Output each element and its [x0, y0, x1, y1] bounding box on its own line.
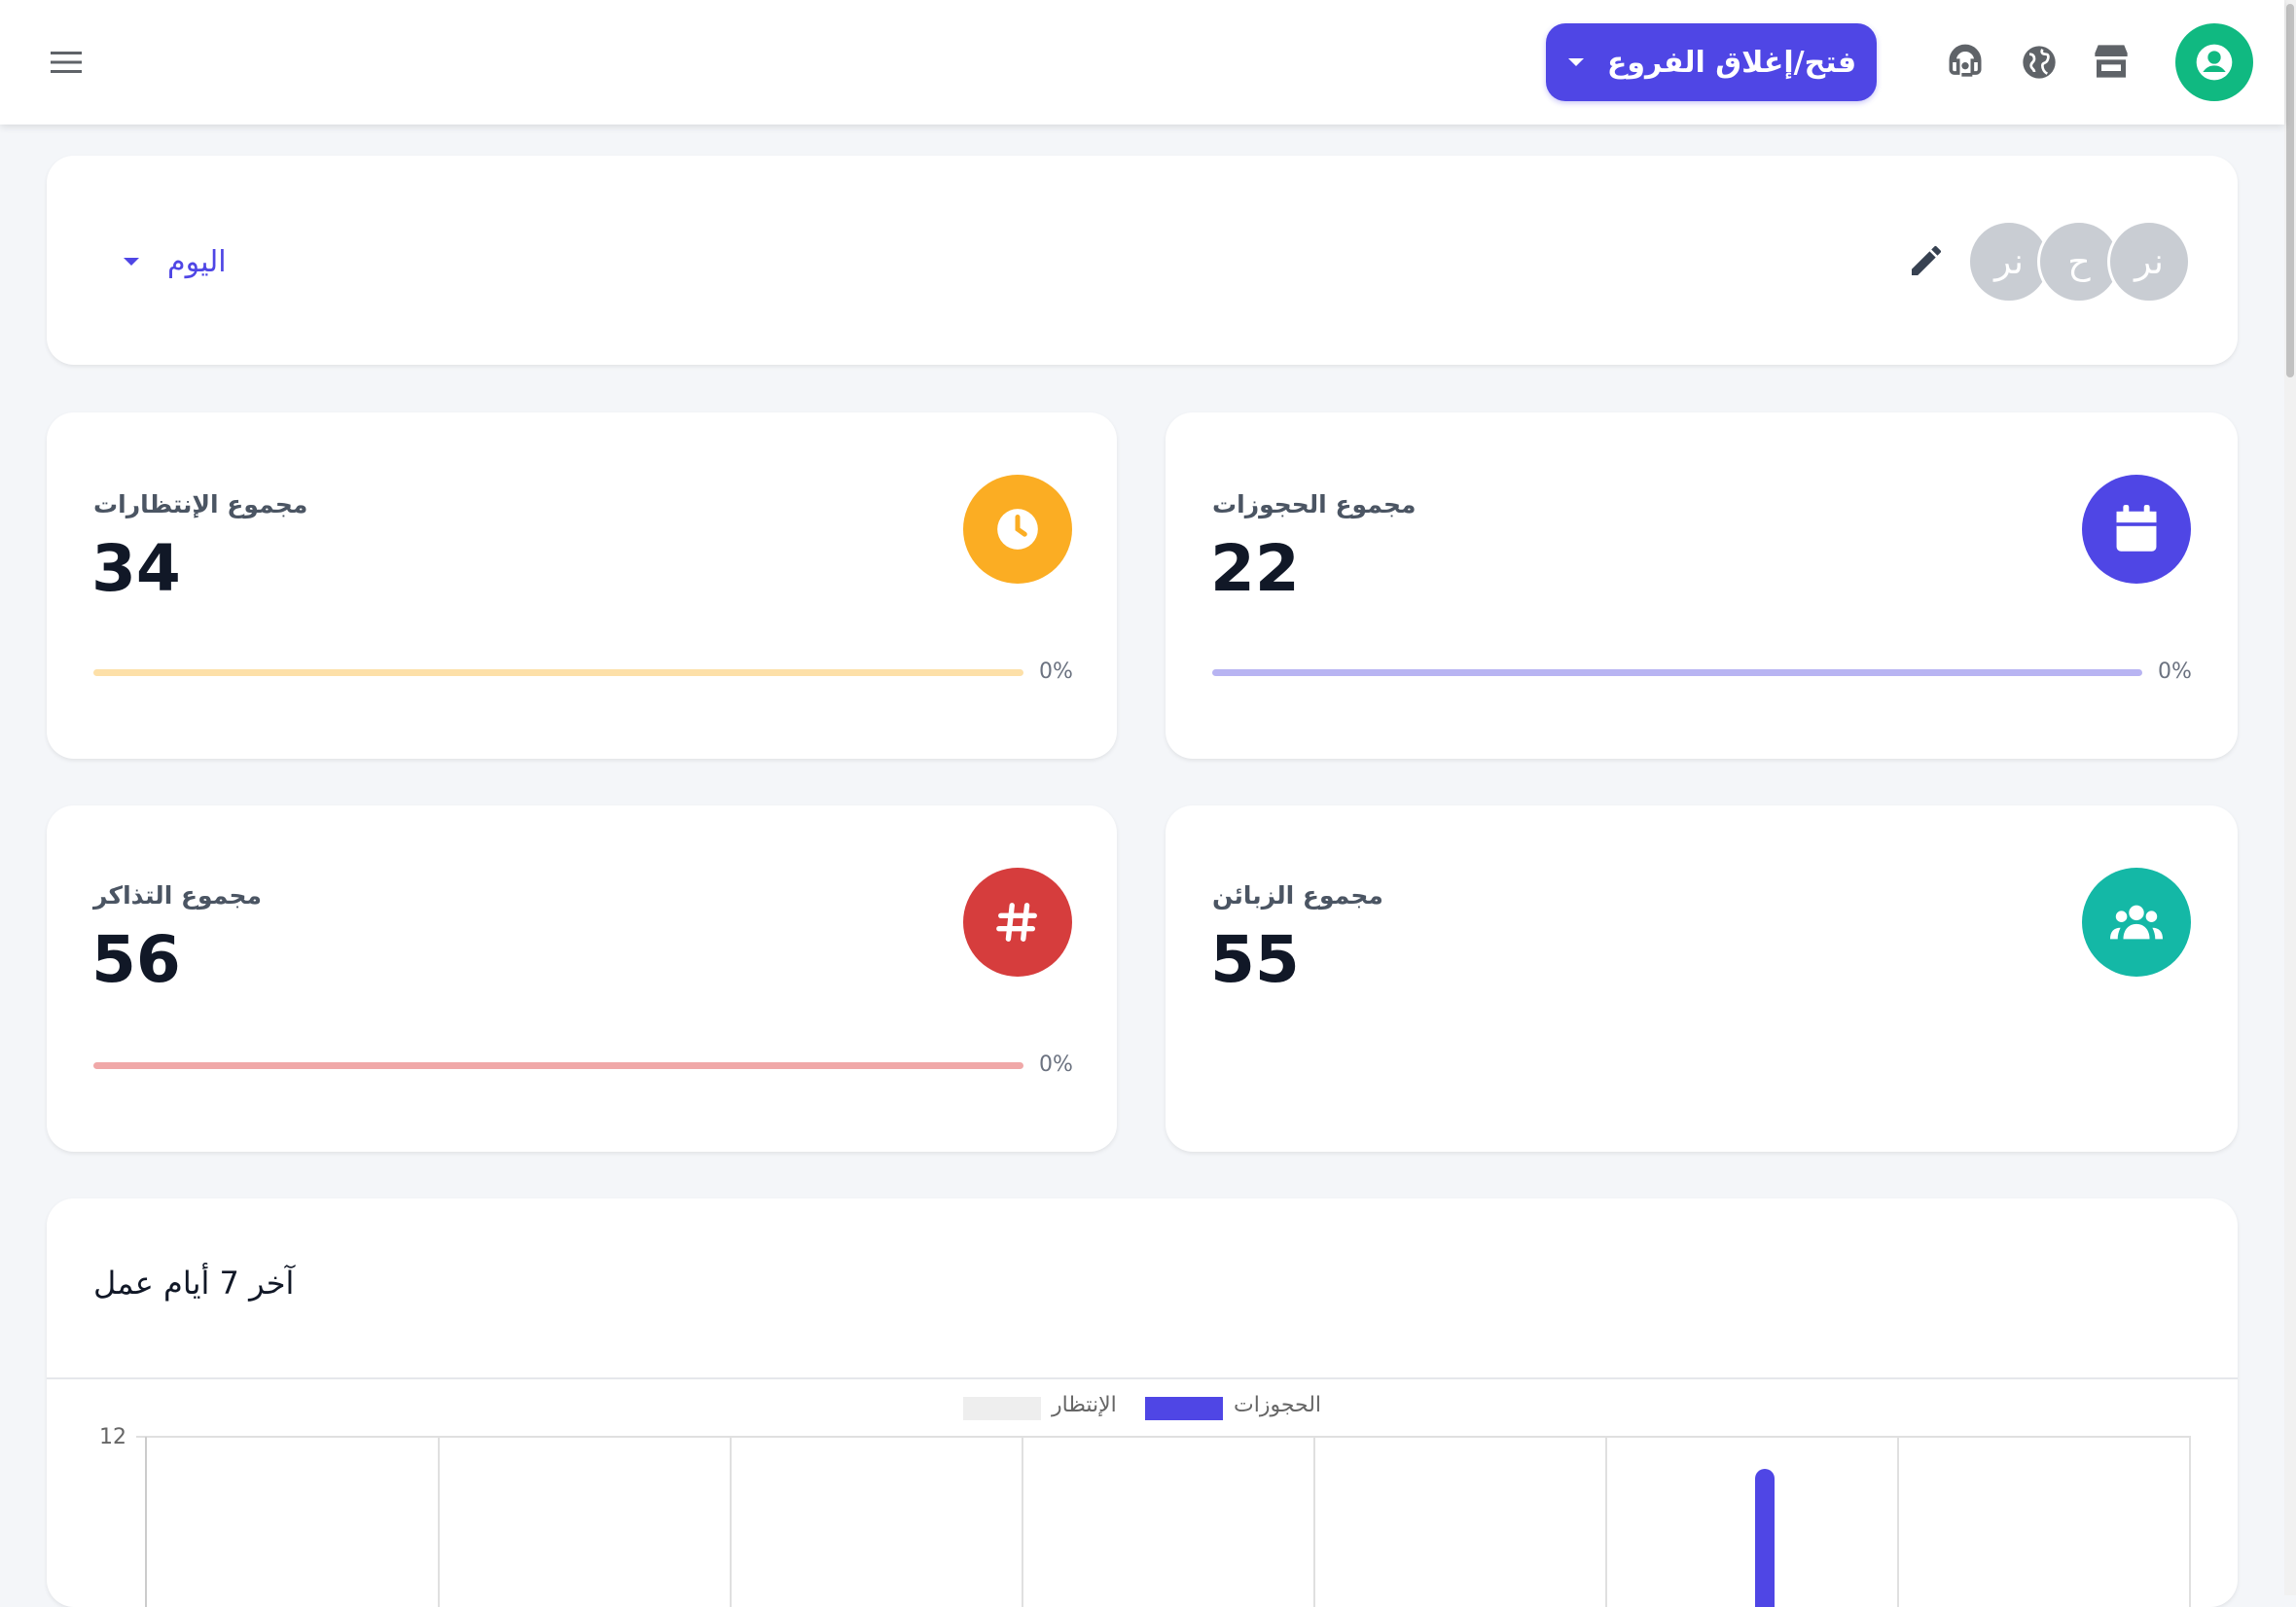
account-circle-icon	[2196, 44, 2233, 81]
pencil-icon	[1912, 245, 1942, 275]
page-scrollbar[interactable]	[2284, 0, 2296, 1595]
stat-percent: 0%	[2158, 660, 2192, 684]
stat-title: مجموع الإنتظارات	[93, 490, 308, 518]
stat-card-customers: مجموع الزبائن 55	[1166, 805, 2238, 1152]
legend-label-bookings: الحجوزات	[1234, 1393, 1321, 1417]
language-button[interactable]	[2016, 39, 2063, 86]
stat-value: 22	[1210, 531, 1300, 606]
bar-chart: الحجوزات الإنتظار 12	[99, 1393, 2191, 1607]
stat-icon-circle	[2082, 475, 2191, 584]
clock-icon	[997, 509, 1038, 550]
legend-swatch-bookings	[1145, 1397, 1223, 1420]
stat-card-waitings: مجموع الإنتظارات 34 0%	[47, 412, 1117, 759]
stat-percent: 0%	[1039, 1053, 1073, 1077]
stat-icon-circle	[2082, 868, 2191, 977]
open-close-branches-button[interactable]: فتح/إغلاق الفروع	[1546, 23, 1877, 101]
chart-bar-bookings	[1755, 1469, 1775, 1607]
edit-filter-button[interactable]	[1903, 237, 1950, 284]
period-select[interactable]: اليوم	[123, 237, 227, 286]
y-tick-label: 12	[99, 1425, 126, 1449]
group-icon	[2110, 905, 2163, 940]
headset-icon	[1949, 44, 1982, 77]
stat-card-bookings: مجموع الحجوزات 22 0%	[1166, 412, 2238, 759]
stat-title: مجموع الزبائن	[1212, 881, 1383, 910]
caret-down-icon	[124, 258, 139, 266]
stat-value: 34	[91, 531, 181, 606]
legend-label-waiting: الإنتظار	[1051, 1393, 1117, 1417]
chart-title: آخر 7 أيام عمل	[93, 1265, 295, 1302]
store-icon	[2095, 45, 2128, 78]
legend-swatch-waiting	[963, 1397, 1041, 1420]
stat-title: مجموع الحجوزات	[1212, 490, 1417, 518]
progress-bar	[1212, 669, 2142, 676]
globe-icon	[2023, 46, 2056, 79]
caret-down-icon	[1567, 58, 1584, 66]
filter-card: اليوم نر ح نر	[47, 156, 2238, 365]
progress-bar	[93, 669, 1023, 676]
stat-card-tickets: مجموع التذاكر 56 0%	[47, 805, 1117, 1152]
user-avatar-button[interactable]	[2175, 23, 2253, 101]
support-button[interactable]	[1942, 39, 1989, 86]
hash-icon	[996, 903, 1037, 942]
calendar-icon	[2116, 505, 2157, 552]
progress-bar	[93, 1062, 1023, 1069]
filter-chip[interactable]: نر	[2107, 220, 2191, 304]
top-app-bar: فتح/إغلاق الفروع	[0, 0, 2284, 125]
menu-icon	[51, 52, 82, 73]
stat-title: مجموع التذاكر	[93, 881, 262, 910]
stat-icon-circle	[963, 868, 1072, 977]
stat-percent: 0%	[1039, 660, 1073, 684]
store-button[interactable]	[2086, 37, 2136, 86]
scrollbar-thumb[interactable]	[2286, 4, 2294, 377]
menu-button[interactable]	[41, 39, 91, 86]
stat-value: 55	[1210, 922, 1300, 997]
stat-icon-circle	[963, 475, 1072, 584]
divider	[47, 1377, 2238, 1379]
period-select-value: اليوم	[167, 244, 227, 279]
stat-value: 56	[91, 922, 181, 997]
chart-card: آخر 7 أيام عمل الحجوزات الإنتظار 12	[47, 1198, 2238, 1607]
branches-button-label: فتح/إغلاق الفروع	[1606, 45, 1857, 80]
